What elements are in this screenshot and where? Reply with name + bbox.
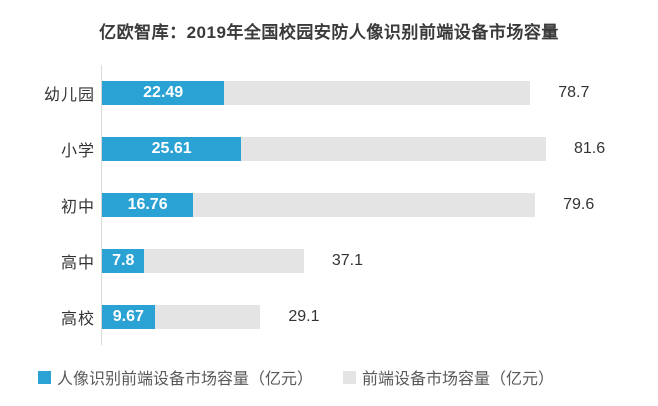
legend-series-label: 人像识别前端设备市场容量（亿元） — [57, 371, 314, 388]
outside-value-label: 37.1 — [331, 252, 363, 269]
chart-row: 幼儿园 22.49 78.7 — [0, 65, 658, 121]
row-plot-area: 16.76 79.6 — [101, 177, 658, 233]
legend-item-1: 前端设备市场容量（亿元） — [343, 365, 554, 389]
chart-legend: 人像识别前端设备市场容量（亿元） 前端设备市场容量（亿元） — [0, 365, 658, 389]
inside-value-label: 22.49 — [143, 84, 184, 101]
legend-item-0: 人像识别前端设备市场容量（亿元） — [38, 365, 313, 389]
chart-row: 高校 9.67 29.1 — [0, 289, 658, 345]
total-market-bar: 7.8 — [102, 249, 304, 273]
row-plot-area: 7.8 37.1 — [101, 233, 658, 289]
legend-series-label: 前端设备市场容量（亿元） — [362, 371, 555, 388]
row-plot-area: 22.49 78.7 — [101, 65, 658, 121]
legend-swatch-icon — [343, 370, 357, 384]
total-market-bar: 22.49 — [102, 81, 531, 105]
outside-value-label: 81.6 — [574, 140, 606, 157]
outside-value-label: 79.6 — [563, 196, 595, 213]
inside-value-label: 16.76 — [127, 196, 168, 213]
row-plot-area: 25.61 81.6 — [101, 121, 658, 177]
category-label: 初中 — [60, 199, 95, 216]
chart-rows: 幼儿园 22.49 78.7 小学 25.61 81.6 初中 16.76 79.6 高中 7.8 3… — [0, 65, 658, 345]
category-label: 高中 — [60, 255, 95, 272]
outside-value-label: 78.7 — [558, 84, 590, 101]
inside-value-label: 9.67 — [112, 308, 144, 325]
face-recognition-bar: 9.67 — [102, 305, 155, 329]
category-label: 小学 — [60, 143, 95, 160]
row-plot-area: 9.67 29.1 — [101, 289, 658, 345]
inside-value-label: 25.61 — [151, 140, 192, 157]
total-market-bar: 9.67 — [102, 305, 261, 329]
chart-title: 亿欧智库：2019年全国校园安防人像识别前端设备市场容量 — [99, 23, 559, 42]
face-recognition-bar: 16.76 — [102, 193, 194, 217]
bar-chart: 幼儿园 22.49 78.7 小学 25.61 81.6 初中 16.76 79.6 高中 7.8 3… — [0, 65, 658, 389]
legend-swatch-icon — [38, 370, 51, 384]
total-market-bar: 16.76 — [102, 193, 536, 217]
total-market-bar: 25.61 — [102, 137, 546, 161]
face-recognition-bar: 7.8 — [102, 249, 145, 273]
chart-row: 小学 25.61 81.6 — [0, 121, 658, 177]
chart-row: 高中 7.8 37.1 — [0, 233, 658, 289]
chart-row: 初中 16.76 79.6 — [0, 177, 658, 233]
inside-value-label: 7.8 — [112, 252, 135, 269]
category-label: 幼儿园 — [43, 87, 95, 104]
face-recognition-bar: 22.49 — [102, 81, 225, 105]
category-label: 高校 — [60, 311, 95, 328]
face-recognition-bar: 25.61 — [102, 137, 242, 161]
outside-value-label: 29.1 — [288, 308, 320, 325]
